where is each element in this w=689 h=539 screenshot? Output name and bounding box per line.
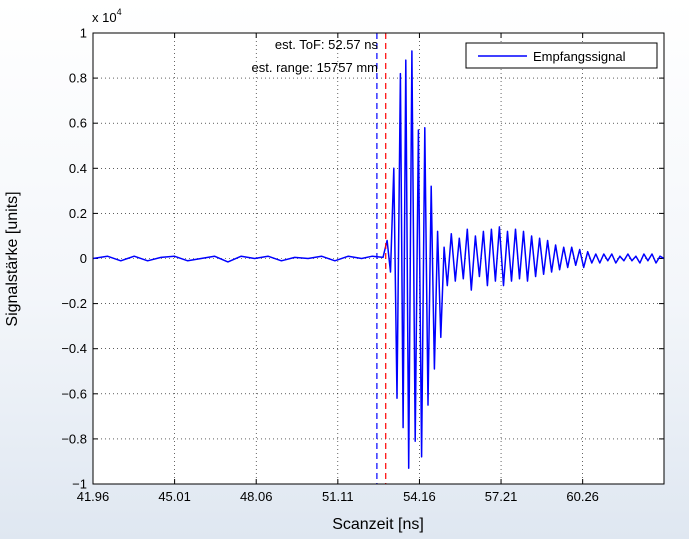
y-tick-label: 0.2: [69, 206, 87, 221]
y-tick-label: 0.4: [69, 161, 87, 176]
x-tick-label: 60.26: [566, 489, 599, 504]
x-tick-label: 57.21: [485, 489, 518, 504]
legend-box: [465, 42, 658, 69]
y-tick-label: −0.2: [61, 296, 87, 311]
x-tick-label: 45.01: [158, 489, 191, 504]
y-axis-label: Signalstärke [units]: [4, 191, 21, 326]
x-tick-labels: 41.96 45.01 48.06 51.11 54.16 57.21 60.26: [77, 489, 599, 504]
plot-area: [93, 33, 664, 484]
y-tick-label: 1: [80, 26, 87, 41]
y-tick-label: 0.6: [69, 116, 87, 131]
y-tick-label: −0.6: [61, 386, 87, 401]
y-exponent-base: x 10: [92, 10, 117, 25]
y-exponent-label: x 104: [92, 7, 122, 25]
marker-layer: [376, 33, 387, 484]
series-line: [92, 50, 665, 469]
legend-label: Empfangssignal: [533, 49, 626, 64]
x-tick-label: 48.06: [240, 489, 273, 504]
x-axis-label: Scanzeit [ns]: [332, 516, 424, 533]
y-tick-label: −0.8: [61, 431, 87, 446]
series-layer: [92, 50, 665, 469]
y-tick-label: −1: [72, 477, 87, 492]
y-tick-label: 0.8: [69, 71, 87, 86]
x-tick-label: 54.16: [403, 489, 436, 504]
x-tick-label: 51.11: [322, 489, 354, 504]
annotation-tof: est. ToF: 52.57 ns: [275, 37, 379, 52]
x-tick-label: 41.96: [77, 489, 110, 504]
y-exponent-power: 4: [117, 7, 122, 17]
y-tick-labels: −1 −0.8 −0.6 −0.4 −0.2 0 0.2 0.4 0.6 0.8 1: [61, 26, 87, 492]
y-tick-label: −0.4: [61, 341, 87, 356]
plot-frame: [92, 32, 665, 485]
y-tick-label: 0: [80, 251, 87, 266]
annotation-range: est. range: 15757 mm: [252, 60, 378, 75]
legend: Empfangssignal: [465, 42, 658, 69]
